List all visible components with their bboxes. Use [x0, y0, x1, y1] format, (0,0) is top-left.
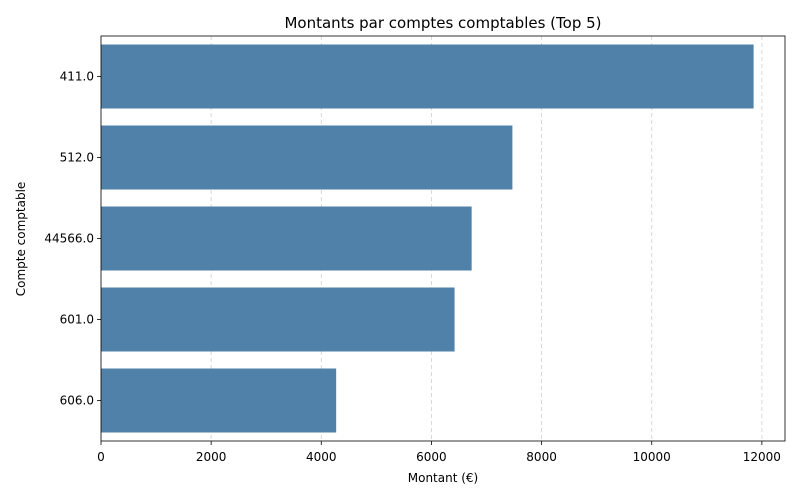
x-axis-label: Montant (€) [408, 471, 478, 485]
bar [101, 206, 472, 271]
x-tick-label: 12000 [743, 450, 781, 464]
x-tick-label: 8000 [526, 450, 557, 464]
x-tick-label: 4000 [306, 450, 337, 464]
x-tick-label: 0 [97, 450, 105, 464]
x-tick-label: 2000 [196, 450, 227, 464]
chart-title: Montants par comptes comptables (Top 5) [284, 14, 601, 32]
bar [101, 44, 754, 109]
axes [97, 35, 786, 445]
y-tick-label: 44566.0 [44, 232, 94, 246]
y-tick-label: 606.0 [60, 394, 94, 408]
x-tick-labels: 0 2000 4000 6000 8000 10000 12000 [97, 450, 781, 464]
y-tick-label: 601.0 [60, 313, 94, 327]
bar [101, 125, 513, 190]
bar [101, 287, 455, 352]
x-tick-label: 10000 [633, 450, 671, 464]
y-tick-label: 512.0 [60, 151, 94, 165]
plot-frame [100, 35, 786, 442]
y-axis-label: Compte comptable [14, 182, 28, 297]
y-tick-labels: 411.0 512.0 44566.0 601.0 606.0 [44, 70, 94, 408]
x-tick-label: 6000 [416, 450, 447, 464]
y-tick-label: 411.0 [60, 70, 94, 84]
bar [101, 368, 337, 433]
bars [101, 44, 754, 433]
